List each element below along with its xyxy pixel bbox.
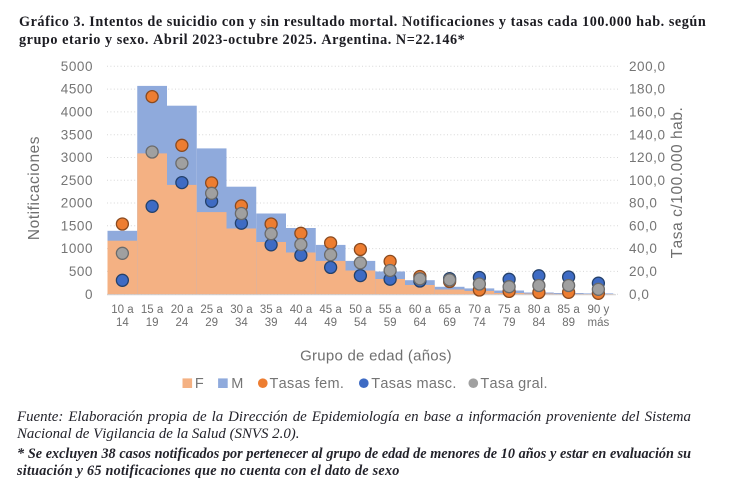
svg-text:0: 0 [85, 287, 93, 302]
svg-text:89: 89 [562, 317, 575, 329]
svg-text:200,0: 200,0 [629, 59, 666, 74]
svg-text:40,0: 40,0 [629, 241, 657, 256]
svg-text:180,0: 180,0 [629, 82, 666, 97]
svg-text:50 a: 50 a [349, 304, 372, 316]
svg-text:Grupo de edad (años): Grupo de edad (años) [300, 348, 452, 365]
svg-text:74: 74 [473, 317, 486, 329]
svg-text:3000: 3000 [61, 150, 93, 165]
svg-text:Tasa c/100.000 hab.: Tasa c/100.000 hab. [669, 107, 686, 259]
svg-text:60 a: 60 a [409, 304, 432, 316]
svg-text:49: 49 [324, 317, 337, 329]
svg-text:0,0: 0,0 [629, 287, 649, 302]
svg-text:500: 500 [69, 264, 93, 279]
svg-text:4500: 4500 [61, 82, 93, 97]
svg-text:75 a: 75 a [498, 304, 521, 316]
svg-text:80,0: 80,0 [629, 196, 657, 211]
svg-text:M: M [231, 376, 243, 392]
svg-text:Tasas fem.: Tasas fem. [270, 376, 345, 392]
svg-text:100,0: 100,0 [629, 173, 666, 188]
svg-text:80 a: 80 a [528, 304, 551, 316]
svg-text:79: 79 [503, 317, 516, 329]
svg-text:Tasa gral.: Tasa gral. [480, 376, 547, 392]
svg-text:10 a: 10 a [111, 304, 134, 316]
svg-text:39: 39 [265, 317, 278, 329]
svg-text:160,0: 160,0 [629, 105, 666, 120]
svg-text:1000: 1000 [61, 241, 93, 256]
svg-text:140,0: 140,0 [629, 127, 666, 142]
svg-text:F: F [195, 376, 204, 392]
svg-text:20,0: 20,0 [629, 264, 657, 279]
svg-text:60,0: 60,0 [629, 218, 657, 233]
svg-text:69: 69 [443, 317, 456, 329]
svg-text:24: 24 [176, 317, 189, 329]
svg-text:70 a: 70 a [468, 304, 491, 316]
svg-text:5000: 5000 [61, 59, 93, 74]
svg-text:64: 64 [414, 317, 427, 329]
svg-text:44: 44 [295, 317, 308, 329]
svg-text:84: 84 [533, 317, 546, 329]
svg-text:40 a: 40 a [290, 304, 313, 316]
svg-text:120,0: 120,0 [629, 150, 666, 165]
svg-text:2500: 2500 [61, 173, 93, 188]
svg-text:Notificaciones: Notificaciones [26, 136, 43, 240]
svg-text:19: 19 [146, 317, 159, 329]
svg-text:59: 59 [384, 317, 397, 329]
svg-text:54: 54 [354, 317, 367, 329]
svg-text:15 a: 15 a [141, 304, 164, 316]
svg-text:34: 34 [235, 317, 248, 329]
svg-text:14: 14 [116, 317, 129, 329]
svg-text:4000: 4000 [61, 105, 93, 120]
svg-text:30 a: 30 a [230, 304, 253, 316]
svg-text:2000: 2000 [61, 196, 93, 211]
svg-text:29: 29 [205, 317, 218, 329]
svg-text:35 a: 35 a [260, 304, 283, 316]
svg-text:Tasas masc.: Tasas masc. [371, 376, 457, 392]
svg-text:20 a: 20 a [171, 304, 194, 316]
svg-text:85 a: 85 a [557, 304, 580, 316]
svg-text:más: más [588, 317, 610, 329]
svg-text:25 a: 25 a [200, 304, 223, 316]
svg-text:65 a: 65 a [438, 304, 461, 316]
svg-text:90 y: 90 y [588, 304, 610, 316]
svg-text:3500: 3500 [61, 127, 93, 142]
svg-text:1500: 1500 [61, 218, 93, 233]
svg-text:55 a: 55 a [379, 304, 402, 316]
svg-text:45 a: 45 a [319, 304, 342, 316]
